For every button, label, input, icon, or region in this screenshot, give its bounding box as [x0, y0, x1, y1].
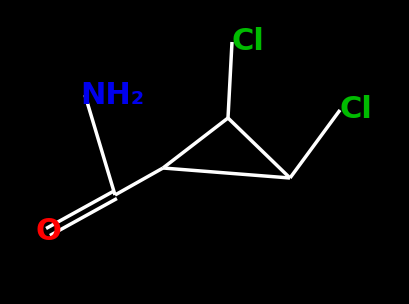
Text: Cl: Cl [231, 27, 264, 57]
Text: O: O [35, 217, 61, 247]
Text: Cl: Cl [339, 95, 372, 125]
Text: NH₂: NH₂ [80, 81, 144, 109]
